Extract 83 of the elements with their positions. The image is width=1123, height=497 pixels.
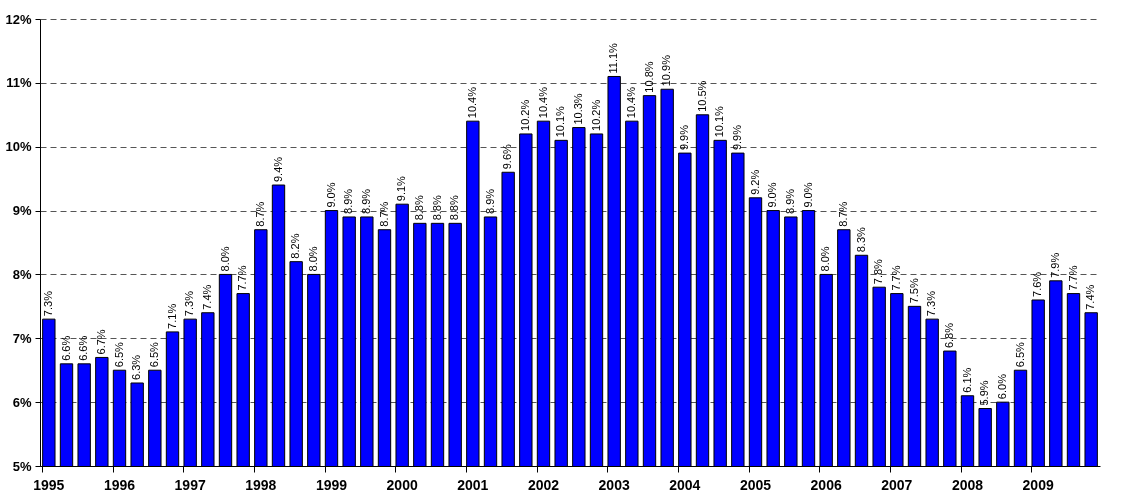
data-label: 8.9%	[342, 188, 355, 214]
y-tick-label: 9%	[12, 203, 32, 219]
data-label: 7.3%	[925, 290, 938, 317]
data-label: 6.6%	[77, 335, 90, 361]
data-label: 9.4%	[271, 156, 284, 183]
data-label: 8.3%	[854, 226, 867, 253]
data-label: 8.0%	[306, 246, 319, 272]
data-label: 9.0%	[801, 182, 814, 208]
data-label: 7.4%	[1084, 284, 1097, 310]
data-label: 7.3%	[183, 290, 196, 317]
data-label: 7.7%	[889, 265, 902, 291]
data-label: 8.8%	[430, 195, 443, 221]
data-label: 10.1%	[554, 105, 567, 138]
data-label: 9.0%	[766, 182, 779, 208]
x-tick-label: 1998	[245, 476, 277, 493]
data-label: 8.7%	[377, 201, 390, 227]
data-label: 6.1%	[960, 367, 973, 393]
y-tick-label: 8%	[12, 266, 32, 282]
data-label: 6.0%	[995, 373, 1008, 400]
y-tick-label: 11%	[6, 75, 32, 91]
x-tick-label: 1995	[33, 476, 65, 493]
data-label: 6.5%	[1013, 341, 1026, 368]
data-label: 6.5%	[112, 341, 125, 368]
data-label: 10.5%	[695, 80, 708, 112]
y-tick-label: 12%	[5, 11, 32, 27]
data-label: 9.9%	[677, 124, 690, 151]
data-label: 9.0%	[324, 182, 337, 208]
data-label: 10.2%	[518, 99, 531, 131]
x-tick-label: 2009	[1022, 476, 1054, 493]
data-label: 7.4%	[200, 284, 213, 310]
data-label: 10.3%	[571, 93, 584, 125]
y-tick-label: 10%	[5, 139, 32, 155]
data-label: 8.8%	[412, 195, 425, 221]
data-label: 7.1%	[165, 303, 178, 329]
data-label: 6.6%	[59, 335, 72, 361]
x-tick-label: 2002	[527, 476, 560, 493]
data-label: 9.6%	[501, 143, 514, 170]
y-tick-label: 6%	[12, 394, 32, 410]
y-tick-label: 7%	[12, 330, 32, 346]
x-tick-label: 2000	[386, 476, 418, 493]
data-label: 8.7%	[253, 201, 266, 227]
data-label: 10.2%	[589, 99, 602, 131]
data-label: 5.9%	[978, 380, 991, 406]
data-label: 10.4%	[624, 86, 637, 119]
data-label: 9.9%	[730, 124, 743, 151]
x-tick-label: 2003	[598, 476, 630, 493]
data-label: 7.7%	[1066, 265, 1079, 291]
x-tick-label: 1997	[174, 476, 206, 493]
data-label: 7.9%	[1048, 252, 1061, 278]
x-tick-label: 2006	[810, 476, 842, 493]
data-label: 10.1%	[713, 105, 726, 138]
data-label: 7.8%	[872, 258, 885, 285]
data-label: 7.3%	[41, 290, 54, 317]
x-tick-label: 1996	[103, 476, 136, 493]
x-tick-label: 2008	[951, 476, 984, 493]
data-label: 8.9%	[483, 188, 496, 214]
data-label: 8.8%	[448, 195, 461, 221]
data-label: 6.5%	[147, 341, 160, 368]
y-tick-label: 5%	[12, 458, 32, 474]
data-label: 6.3%	[130, 354, 143, 380]
data-label: 11.1%	[607, 42, 620, 74]
x-tick-label: 2007	[881, 476, 913, 493]
data-label: 10.4%	[536, 86, 549, 119]
data-label: 9.2%	[748, 169, 761, 195]
x-tick-label: 2005	[739, 476, 772, 493]
data-label: 8.9%	[783, 188, 796, 214]
x-tick-label: 1999	[315, 476, 348, 493]
data-label: 8.2%	[289, 233, 302, 259]
data-label: 8.0%	[819, 246, 832, 272]
data-label: 8.0%	[218, 246, 231, 272]
data-label: 8.9%	[359, 188, 372, 214]
data-label: 6.8%	[942, 322, 955, 349]
data-label: 7.5%	[907, 278, 920, 304]
data-label: 10.8%	[642, 61, 655, 93]
data-label: 10.4%	[465, 86, 478, 119]
data-label: 7.6%	[1031, 271, 1044, 297]
x-tick-label: 2004	[669, 476, 701, 493]
data-label: 8.7%	[836, 201, 849, 227]
x-tick-label: 2001	[457, 476, 489, 493]
data-label: 6.7%	[94, 329, 107, 355]
data-label: 7.7%	[236, 265, 249, 291]
data-label: 10.9%	[660, 54, 673, 87]
data-label: 9.1%	[395, 175, 408, 202]
